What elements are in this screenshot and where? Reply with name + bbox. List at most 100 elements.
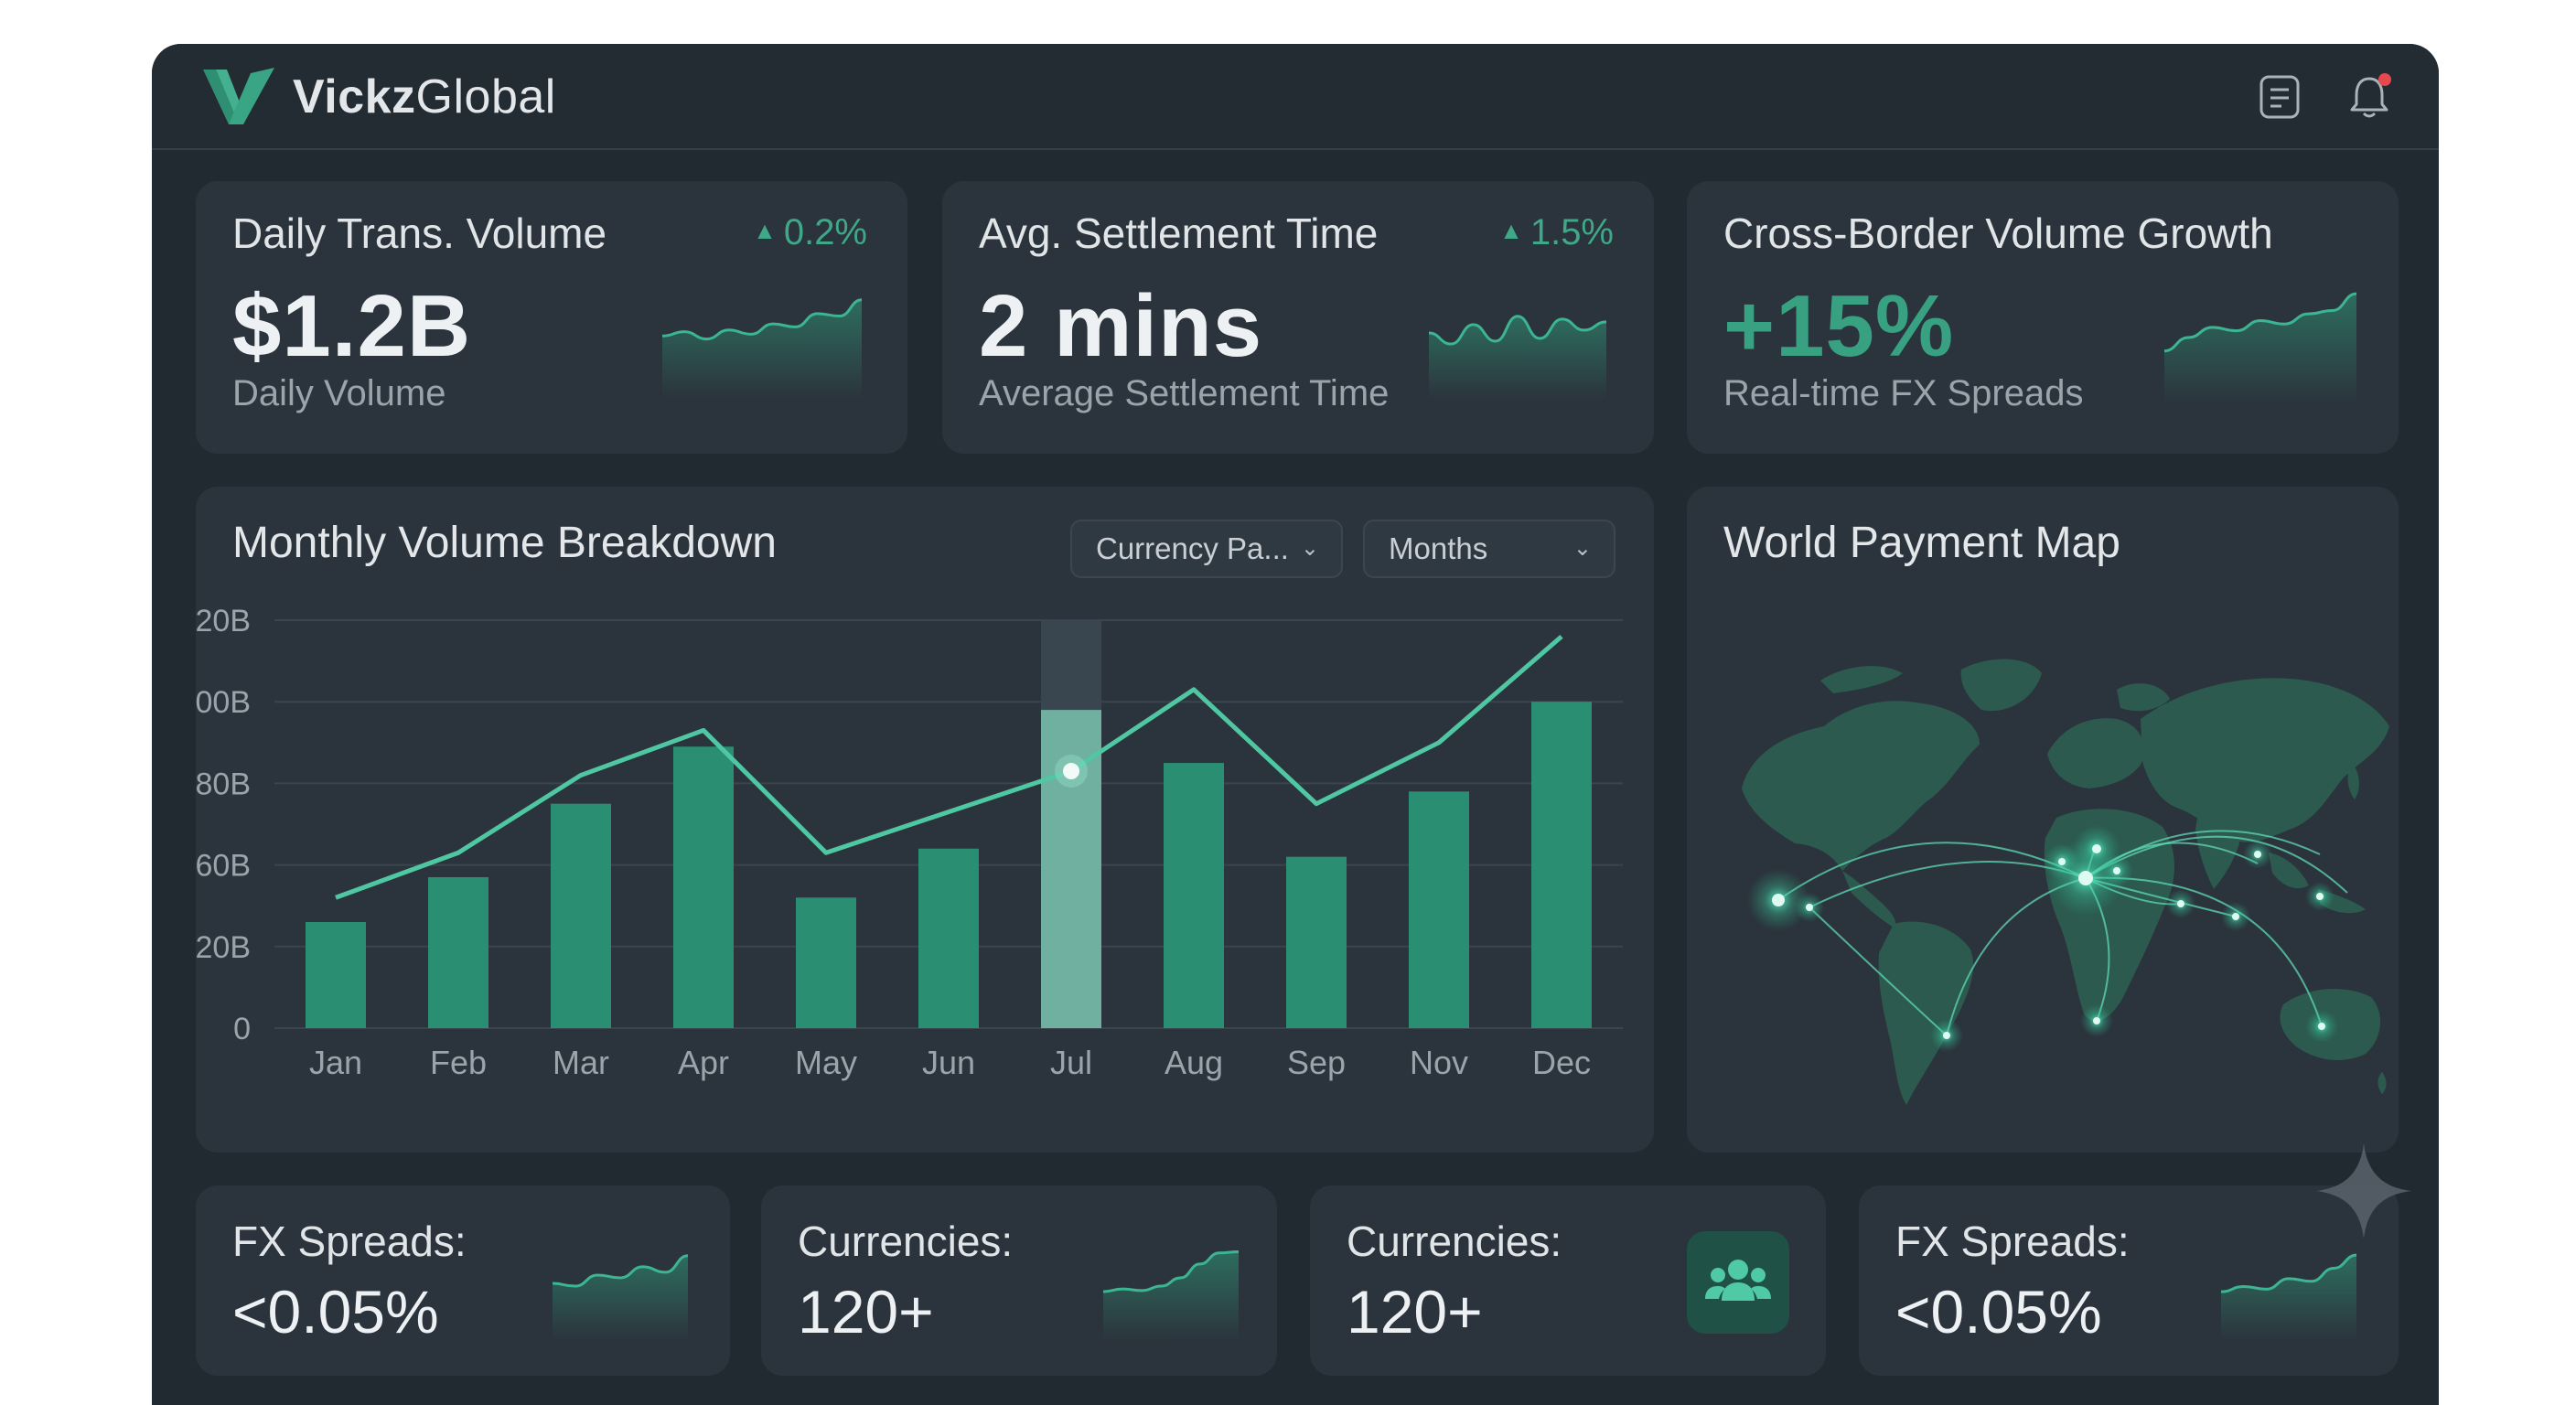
sparkline-area <box>2164 294 2356 404</box>
sparkline-area <box>1103 1251 1239 1341</box>
brand-name-regular: Global <box>415 70 556 123</box>
bar-nov[interactable] <box>1409 791 1469 1028</box>
trend-up-icon: ▲ <box>1499 217 1523 244</box>
mini-card-label: FX Spreads: <box>232 1217 467 1265</box>
bar-apr[interactable] <box>673 746 734 1028</box>
dropdown-value: Months <box>1389 531 1488 565</box>
notifications-button[interactable] <box>2344 71 2395 123</box>
x-tick-label: Feb <box>430 1044 487 1081</box>
sparkline <box>661 298 863 399</box>
kpi-delta: ▲ 1.5% <box>1499 212 1614 253</box>
line-point <box>1315 803 1317 805</box>
mini-card-label: FX Spreads: <box>1895 1217 2130 1265</box>
chart-title: Monthly Volume Breakdown <box>232 519 777 567</box>
sparkline-line <box>2163 292 2357 353</box>
kpi-title: Avg. Settlement Time <box>979 209 1379 257</box>
line-point <box>1438 742 1440 744</box>
trend-up-icon: ▲ <box>753 217 777 244</box>
sparkline <box>2163 292 2357 404</box>
y-tick-label: 100B <box>196 685 251 720</box>
line-point <box>948 811 950 813</box>
bar-feb[interactable] <box>428 876 488 1028</box>
world-map[interactable] <box>1687 487 2399 1153</box>
mini-card-value: 120+ <box>1347 1278 1483 1346</box>
mini-card-currencies[interactable]: Currencies: 120+ <box>761 1185 1277 1376</box>
trend-line <box>335 634 1563 900</box>
x-tick-label: Mar <box>553 1044 609 1081</box>
kpi-title: Cross-Border Volume Growth <box>1723 209 2273 257</box>
bell-icon <box>2350 77 2388 118</box>
kpi-value: +15% <box>1723 277 1955 375</box>
bar-dec[interactable] <box>1531 702 1592 1028</box>
line-point <box>703 729 704 731</box>
kpi-subtitle: Real-time FX Spreads <box>1723 373 2084 413</box>
chevron-down-icon: ⌄ <box>1300 536 1319 561</box>
y-tick-label: 20B <box>196 930 251 965</box>
x-tick-label: Aug <box>1165 1044 1223 1081</box>
bar-aug[interactable] <box>1164 763 1224 1028</box>
mini-card-currencies-users[interactable]: Currencies: 120+ <box>1310 1185 1826 1376</box>
bar-sep[interactable] <box>1286 856 1347 1028</box>
sparkline <box>2220 1253 2357 1341</box>
dashboard-window: VickzGlobal Daily Trans. Volume ▲ 0.2% $1… <box>152 44 2439 1405</box>
kpi-subtitle: Average Settlement Time <box>979 373 1390 413</box>
monthly-volume-card: Monthly Volume Breakdown Currency Pa... … <box>196 487 1654 1153</box>
users-button[interactable] <box>1687 1231 1789 1334</box>
mini-card-value: 120+ <box>798 1278 934 1346</box>
bar-line-chart: 0 20B 60B 80B 100B 120B Jan Feb Mar Apr May Jun Jul A… <box>196 604 1623 1081</box>
sparkline-line <box>661 298 863 341</box>
kpi-delta-value: 1.5% <box>1530 212 1614 252</box>
bar-jun[interactable] <box>918 848 979 1028</box>
brand-name-bold: Vickz <box>293 70 416 123</box>
x-tick-label: Jul <box>1050 1044 1092 1081</box>
sparkline-line <box>1428 315 1607 346</box>
sparkline <box>1102 1250 1240 1341</box>
mini-card-label: Currencies: <box>1347 1217 1562 1265</box>
sparkline <box>1428 315 1607 399</box>
mini-card-label: Currencies: <box>798 1217 1014 1265</box>
mini-card-fx-spreads[interactable]: FX Spreads: <0.05% <box>196 1185 730 1376</box>
months-dropdown[interactable]: Months ⌄ <box>1363 520 1615 578</box>
kpi-delta-value: 0.2% <box>783 212 867 252</box>
sparkle-icon <box>2316 1143 2411 1239</box>
notification-badge <box>2378 73 2391 86</box>
kpi-card-daily-volume[interactable]: Daily Trans. Volume ▲ 0.2% $1.2B Daily Vo… <box>196 181 907 454</box>
x-tick-label: Dec <box>1532 1044 1591 1081</box>
y-tick-label: 0 <box>233 1012 251 1046</box>
people-icon <box>1705 1260 1771 1301</box>
kpi-title: Daily Trans. Volume <box>232 209 607 257</box>
kpi-value: 2 mins <box>979 277 1263 375</box>
kpi-card-settlement-time[interactable]: Avg. Settlement Time ▲ 1.5% 2 mins Averag… <box>942 181 1654 454</box>
y-tick-label: 60B <box>196 849 251 884</box>
line-point-highlight[interactable] <box>1063 763 1079 780</box>
sparkline <box>552 1254 689 1341</box>
sparkline-area <box>662 299 862 399</box>
map-title: World Payment Map <box>1723 519 2120 567</box>
x-tick-label: Jan <box>309 1044 362 1081</box>
kpi-subtitle: Daily Volume <box>232 373 446 413</box>
chevron-down-icon: ⌄ <box>1572 536 1592 561</box>
bar-mar[interactable] <box>551 803 611 1028</box>
document-icon[interactable] <box>2254 71 2305 123</box>
payment-nodes <box>1747 825 2338 1052</box>
currency-pair-dropdown[interactable]: Currency Pa... ⌄ <box>1070 520 1343 578</box>
bar-jan[interactable] <box>306 922 366 1028</box>
kpi-value: $1.2B <box>232 277 472 375</box>
mini-card-value: <0.05% <box>1895 1278 2102 1346</box>
mini-card-fx-spreads-2[interactable]: FX Spreads: <0.05% <box>1859 1185 2399 1376</box>
y-tick-label: 80B <box>196 767 251 801</box>
line-point <box>1561 636 1562 638</box>
mini-card-value: <0.05% <box>232 1278 439 1346</box>
x-tick-label: May <box>795 1044 857 1081</box>
sparkline-area <box>1429 316 1606 399</box>
bar-may[interactable] <box>796 897 856 1028</box>
x-tick-label: Apr <box>678 1044 729 1081</box>
kpi-delta: ▲ 0.2% <box>753 212 867 253</box>
brand-name[interactable]: VickzGlobal <box>293 70 556 124</box>
kpi-card-cross-border-growth[interactable]: Cross-Border Volume Growth +15% Real-tim… <box>1687 181 2399 454</box>
line-point <box>1193 689 1195 691</box>
line-point <box>825 852 827 853</box>
line-point <box>335 896 337 898</box>
x-tick-label: Jun <box>922 1044 975 1081</box>
line-point <box>457 852 459 853</box>
